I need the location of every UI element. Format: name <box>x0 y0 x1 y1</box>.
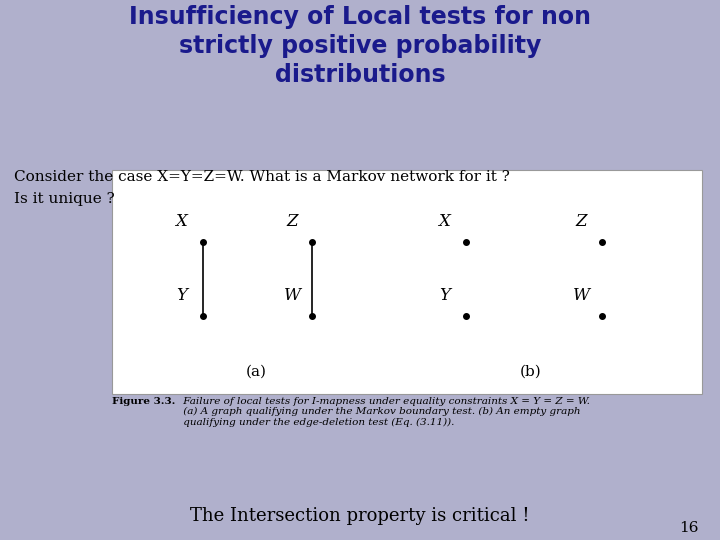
Text: Z: Z <box>576 213 588 230</box>
Text: Failure of local tests for I-mapness under equality constraints X = Y = Z = W.
 : Failure of local tests for I-mapness und… <box>180 397 590 427</box>
Bar <box>112 170 702 394</box>
Text: W: W <box>284 287 301 303</box>
Text: Is it unique ?: Is it unique ? <box>14 192 115 206</box>
Text: Y: Y <box>176 287 187 303</box>
Text: The Intersection property is critical !: The Intersection property is critical ! <box>190 507 530 525</box>
Text: X: X <box>438 213 450 230</box>
Text: X: X <box>176 213 187 230</box>
Text: 16: 16 <box>679 521 698 535</box>
Text: Consider the case X=Y=Z=W. What is a Markov network for it ?: Consider the case X=Y=Z=W. What is a Mar… <box>14 170 510 184</box>
Text: Y: Y <box>438 287 450 303</box>
Text: Z: Z <box>287 213 298 230</box>
Text: (b): (b) <box>520 365 541 379</box>
Text: W: W <box>573 287 590 303</box>
Text: Figure 3.3.: Figure 3.3. <box>112 397 175 406</box>
Text: (a): (a) <box>246 365 266 379</box>
Text: Insufficiency of Local tests for non
strictly positive probability
distributions: Insufficiency of Local tests for non str… <box>129 5 591 87</box>
